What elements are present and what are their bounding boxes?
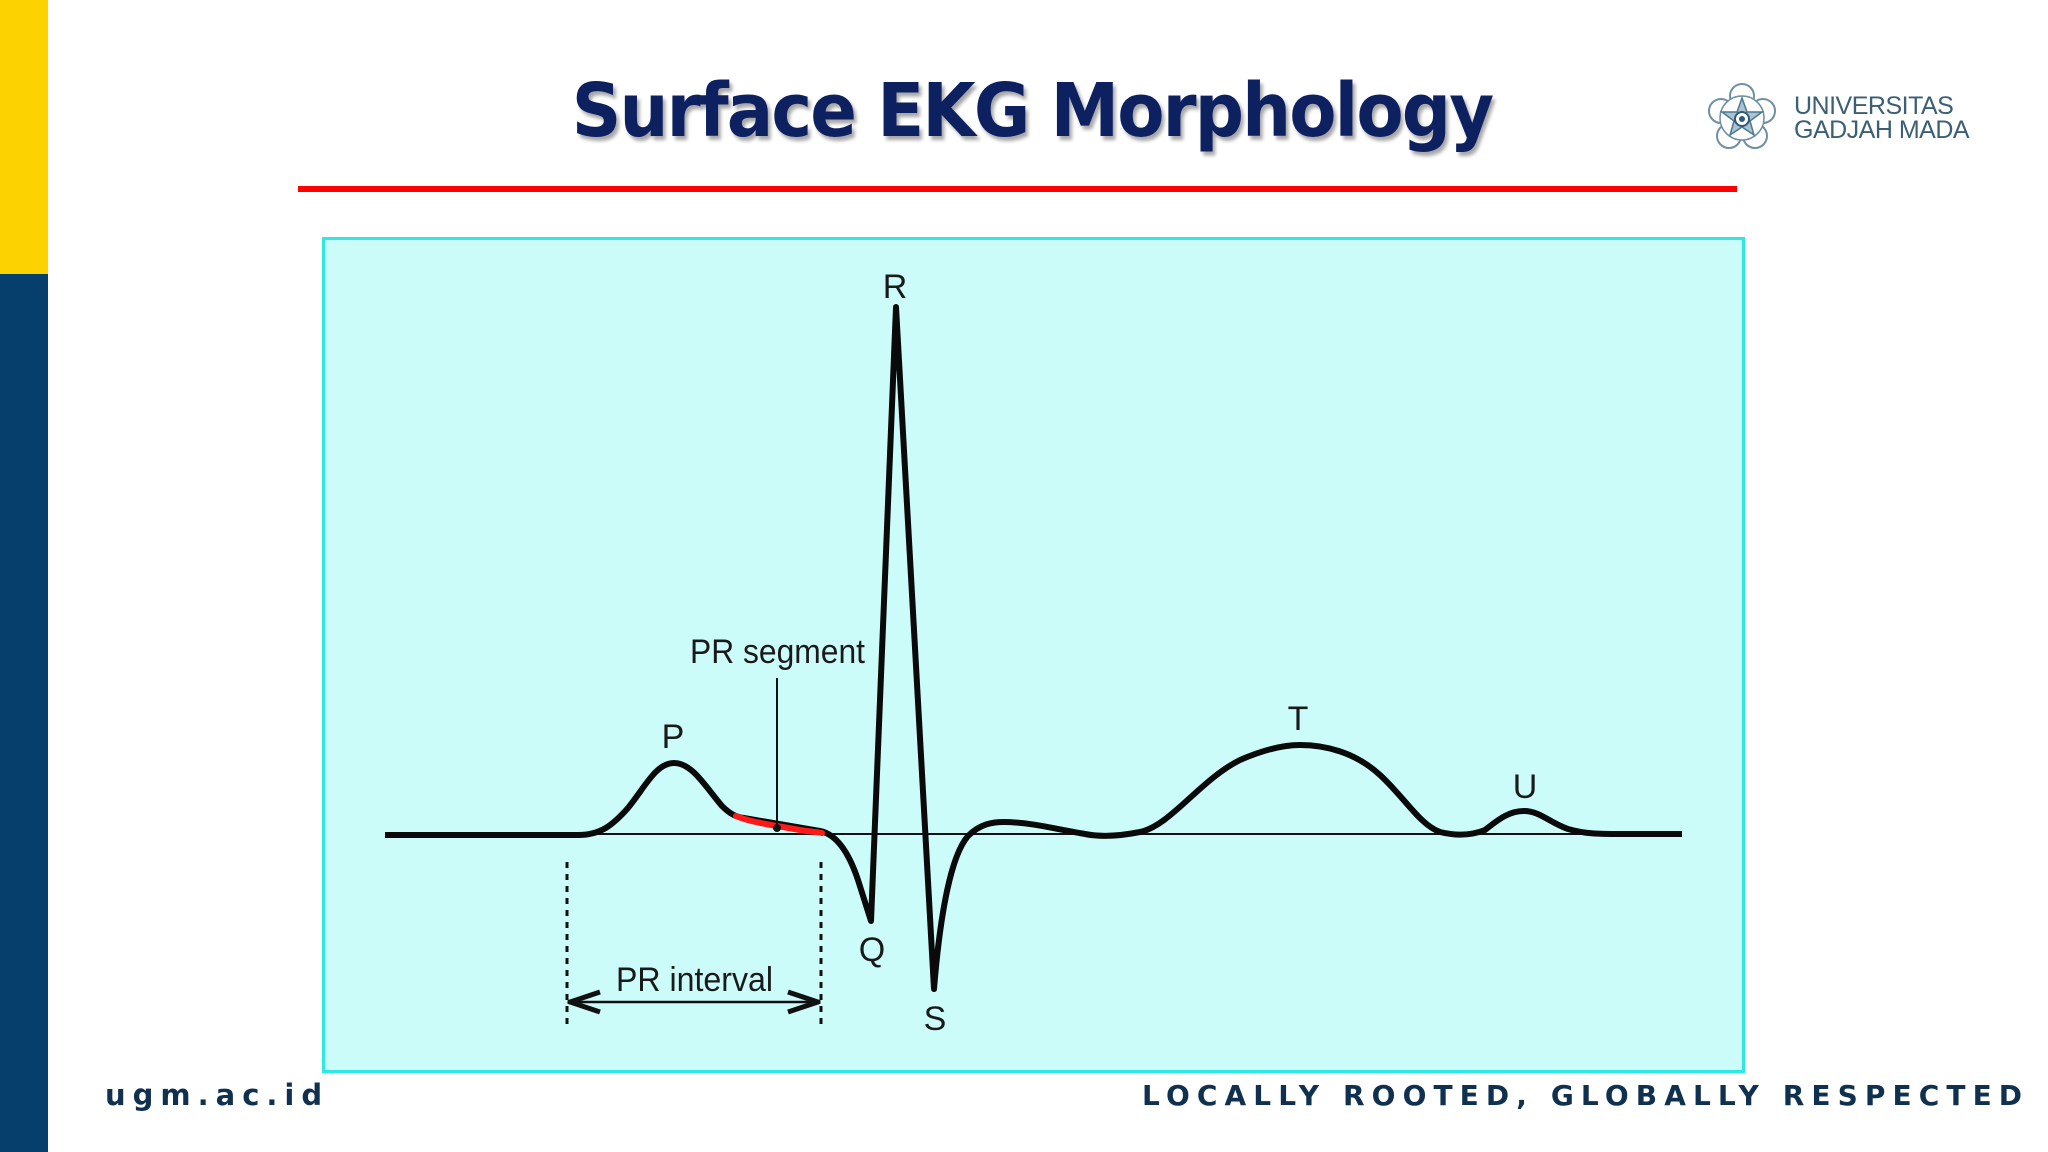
ekg-diagram-panel xyxy=(322,237,1745,1073)
university-name-line2: GADJAH MADA xyxy=(1794,116,1970,144)
accent-bar-yellow xyxy=(0,0,48,274)
ugm-emblem-icon xyxy=(1708,83,1776,149)
ekg-trace xyxy=(385,304,1682,992)
pr-segment-pointer-dot xyxy=(773,824,781,832)
wave-label-p: P xyxy=(662,718,685,756)
wave-label-u: U xyxy=(1513,768,1538,806)
wave-label-s: S xyxy=(924,1000,947,1038)
pr-segment-highlight xyxy=(733,813,825,836)
footer-tagline: LOCALLY ROOTED, GLOBALLY RESPECTED xyxy=(1142,1079,2030,1112)
university-name: UNIVERSITAS GADJAH MADA xyxy=(1794,92,1970,144)
wave-label-q: Q xyxy=(859,931,885,969)
slide-title: Surface EKG Morphology xyxy=(571,68,1494,154)
title-underline xyxy=(298,186,1737,192)
university-logo: UNIVERSITAS GADJAH MADA xyxy=(1706,82,1970,154)
pr-interval-label: PR interval xyxy=(616,961,773,999)
accent-bar-navy xyxy=(0,274,48,1152)
wave-label-r: R xyxy=(883,268,908,306)
footer-website: ugm.ac.id xyxy=(105,1078,330,1112)
university-name-line1: UNIVERSITAS xyxy=(1794,92,1954,120)
pr-segment-label: PR segment xyxy=(690,633,866,671)
wave-label-t: T xyxy=(1288,700,1309,738)
